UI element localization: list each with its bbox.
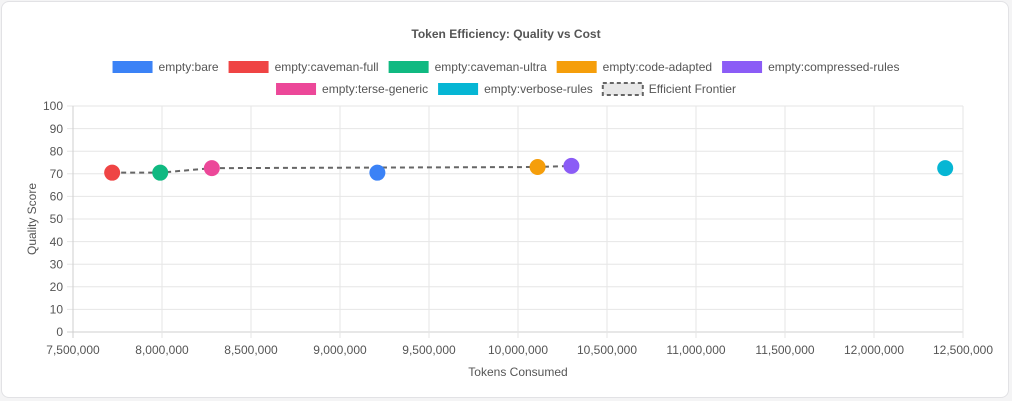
legend-label: empty:code-adapted (603, 60, 712, 74)
x-tick-label: 7,500,000 (46, 343, 100, 357)
y-tick-label: 30 (50, 257, 64, 271)
y-tick-label: 90 (50, 122, 64, 136)
x-tick-label: 12,500,000 (933, 343, 993, 357)
legend-swatch (228, 61, 269, 73)
legend-item-empty-verbose-rules[interactable]: empty:verbose-rules (438, 82, 593, 96)
y-tick-label: 50 (50, 212, 64, 226)
legend-label: empty:verbose-rules (484, 82, 593, 96)
legend-item-empty-code-adapted[interactable]: empty:code-adapted (556, 60, 712, 74)
legend-label: empty:bare (159, 60, 219, 74)
x-tick-label: 12,000,000 (844, 343, 904, 357)
y-tick-label: 10 (50, 303, 64, 317)
legend-item-Efficient-Frontier[interactable]: Efficient Frontier (601, 82, 736, 96)
y-axis-title: Quality Score (25, 183, 39, 255)
chart-title: Token Efficiency: Quality vs Cost (411, 27, 600, 41)
x-tick-label: 10,000,000 (488, 343, 548, 357)
legend-item-empty-caveman-ultra[interactable]: empty:caveman-ultra (388, 60, 547, 74)
data-points (104, 157, 954, 181)
legend-swatch (556, 61, 597, 73)
legend-swatch (601, 82, 644, 96)
legend-swatch (722, 61, 763, 73)
point-empty-caveman-full[interactable] (104, 164, 121, 181)
y-tick-label: 70 (50, 167, 64, 181)
legend-label: Efficient Frontier (649, 82, 736, 96)
legend-item-empty-caveman-full[interactable]: empty:caveman-full (228, 60, 379, 74)
x-axis-ticks: 7,500,000 8,000,000 8,500,000 9,000,000 9,50… (46, 343, 993, 357)
x-tick-label: 11,000,000 (666, 343, 725, 357)
legend-label: empty:caveman-ultra (435, 60, 547, 74)
legend-item-empty-compressed-rules[interactable]: empty:compressed-rules (722, 60, 899, 74)
grid (67, 105, 964, 338)
y-tick-label: 0 (56, 325, 63, 339)
x-tick-label: 9,500,000 (402, 343, 456, 357)
legend-swatch (112, 61, 153, 73)
y-axis-ticks: 0 10 20 30 40 50 60 70 80 90 100 (43, 99, 63, 339)
legend-swatch (388, 61, 429, 73)
frontier-line (112, 164, 572, 174)
legend-swatch (276, 83, 317, 95)
x-axis-title: Tokens Consumed (468, 365, 567, 379)
x-tick-label: 8,000,000 (135, 343, 189, 357)
point-empty-terse-generic[interactable] (203, 160, 220, 177)
x-tick-label: 9,000,000 (313, 343, 367, 357)
y-tick-label: 60 (50, 190, 64, 204)
legend-swatch (438, 83, 479, 95)
legend-label: empty:caveman-full (275, 60, 379, 74)
legend: empty:bare empty:caveman-full empty:cavema… (112, 60, 899, 96)
x-tick-label: 10,500,000 (577, 343, 637, 357)
x-tick-label: 8,500,000 (224, 343, 278, 357)
legend-item-empty-bare[interactable]: empty:bare (112, 60, 219, 74)
y-tick-label: 100 (43, 99, 63, 113)
efficient-frontier (112, 164, 572, 174)
point-empty-code-adapted[interactable] (529, 159, 546, 176)
legend-label: empty:compressed-rules (768, 60, 899, 74)
x-tick-label: 11,500,000 (755, 343, 814, 357)
point-empty-compressed-rules[interactable] (563, 157, 580, 174)
y-tick-label: 20 (50, 280, 64, 294)
legend-label: empty:terse-generic (322, 82, 428, 96)
point-empty-bare[interactable] (369, 164, 386, 181)
legend-item-empty-terse-generic[interactable]: empty:terse-generic (276, 82, 428, 96)
y-tick-label: 40 (50, 235, 64, 249)
point-empty-verbose-rules[interactable] (937, 160, 954, 177)
point-empty-caveman-ultra[interactable] (152, 164, 169, 181)
y-tick-label: 80 (50, 144, 64, 158)
